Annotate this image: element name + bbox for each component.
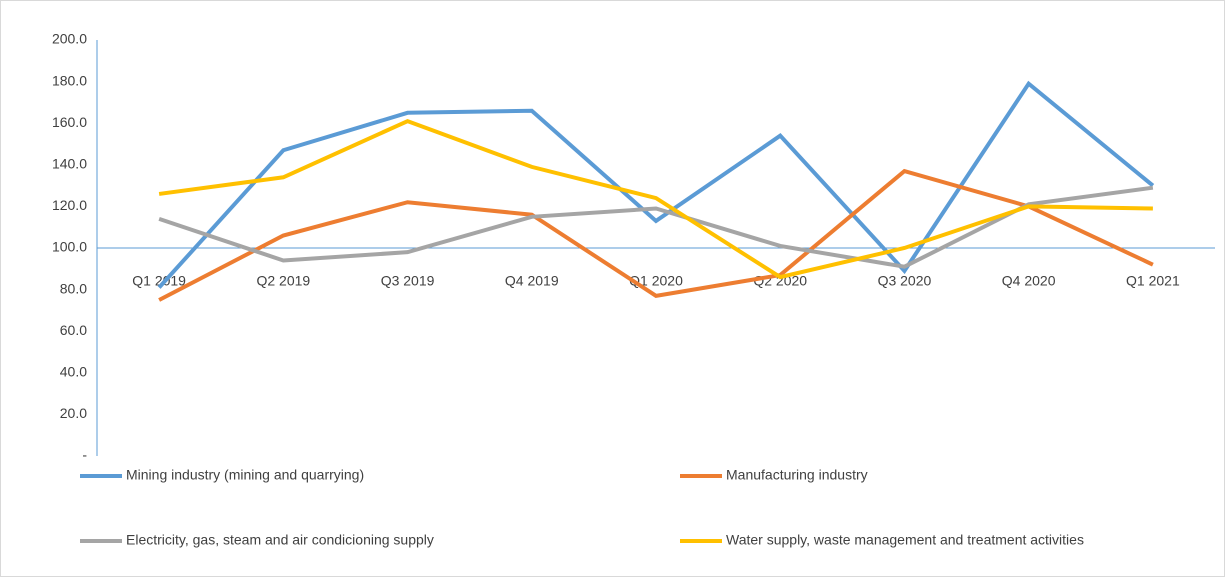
series-line	[157, 80, 1155, 289]
y-tick-label: 40.0	[60, 364, 87, 380]
y-tick-label: 20.0	[60, 405, 87, 421]
y-tick-label: 100.0	[52, 239, 87, 255]
y-tick-label: 60.0	[60, 322, 87, 338]
x-tick-label: Q1 2021	[1126, 273, 1180, 289]
series-line	[158, 168, 1154, 302]
x-tick-label: Q4 2019	[505, 273, 559, 289]
y-tick-label: -	[82, 447, 87, 463]
y-tick-label: 120.0	[52, 197, 87, 213]
y-tick-label: 140.0	[52, 156, 87, 172]
series-line	[158, 185, 1154, 269]
x-tick-label: Q3 2020	[878, 273, 932, 289]
y-tick-label: 80.0	[60, 280, 87, 296]
y-tick-label: 180.0	[52, 72, 87, 88]
x-tick-label: Q2 2019	[256, 273, 310, 289]
x-tick-label: Q4 2020	[1002, 273, 1056, 289]
legend-label: Manufacturing industry	[726, 467, 868, 483]
x-tick-label: Q1 2019	[132, 273, 186, 289]
y-tick-label: 200.0	[52, 31, 87, 47]
y-tick-label: 160.0	[52, 114, 87, 130]
x-tick-label: Q1 2020	[629, 273, 683, 289]
legend-label: Mining industry (mining and quarrying)	[126, 467, 364, 483]
x-tick-label: Q3 2019	[381, 273, 435, 289]
series-line	[158, 118, 1153, 280]
legend-label: Electricity, gas, steam and air condicio…	[126, 532, 434, 548]
legend-label: Water supply, waste management and treat…	[726, 532, 1084, 548]
